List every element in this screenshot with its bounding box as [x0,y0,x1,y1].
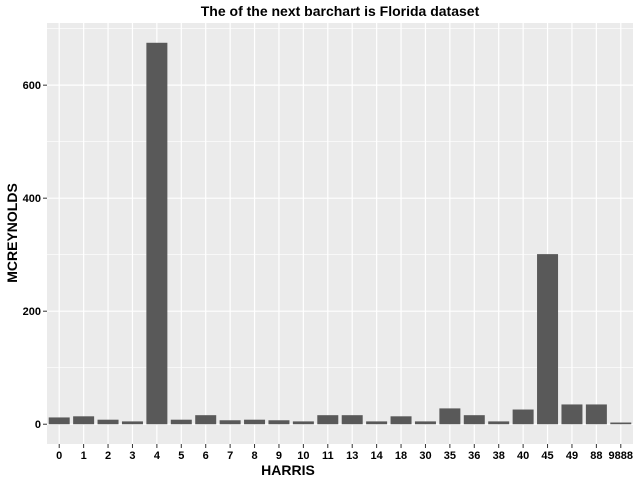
x-tick-label: 13 [346,450,358,462]
x-tick-label: 2 [105,450,111,462]
bar [97,419,119,425]
x-tick-label: 7 [227,450,233,462]
x-tick-label: 6 [203,450,209,462]
x-tick-label: 49 [566,450,578,462]
bar [48,417,70,425]
bar [366,421,388,425]
bar [268,420,290,425]
bars [48,42,632,425]
chart-title: The of the next barchart is Florida data… [201,3,480,19]
x-tick-label: 9 [276,450,282,462]
bar [244,419,266,425]
x-tick-label: 35 [444,450,456,462]
bar [414,421,436,425]
x-tick-label: 5 [178,450,184,462]
y-axis-title: MCREYNOLDS [4,183,20,283]
x-tick-label: 1 [81,450,87,462]
y-tick-label: 200 [23,306,41,318]
plot-panel [47,23,633,444]
x-tick-label: 4 [154,450,161,462]
x-tick-label: 18 [395,450,407,462]
bar [537,254,559,425]
bar [170,419,192,425]
bar [610,422,632,425]
x-tick-label: 38 [493,450,505,462]
bar [73,416,95,425]
x-axis-ticks: 0 1 2 3 4 5 6 7 8 9 10 11 13 14 18 30 35 36 38 40 45 49 88 9888 [56,444,633,462]
x-tick-label: 8 [251,450,257,462]
y-axis-ticks: 0 200 400 600 [23,80,47,431]
bar [488,421,510,425]
x-tick-label: 11 [322,450,334,462]
y-tick-label: 600 [23,80,41,92]
x-tick-label: 88 [590,450,602,462]
bar [390,416,412,425]
bar [317,415,339,425]
gridlines [47,23,633,444]
bar [219,420,241,425]
y-tick-label: 0 [35,419,41,431]
bar [439,408,461,425]
x-tick-label: 45 [541,450,553,462]
bar [341,415,363,425]
x-tick-label: 36 [468,450,480,462]
x-tick-label: 30 [419,450,431,462]
x-axis-title: HARRIS [261,462,315,478]
x-tick-label: 40 [517,450,529,462]
bar [585,404,607,425]
bar [195,415,217,425]
bar [292,421,314,425]
x-tick-label: 10 [297,450,309,462]
bar [463,415,485,425]
x-tick-label: 14 [371,450,384,462]
bar [512,409,534,425]
bar [561,404,583,425]
bar [146,42,168,425]
y-tick-label: 400 [23,193,41,205]
x-tick-label: 3 [129,450,135,462]
x-tick-label: 0 [56,450,62,462]
x-tick-label: 9888 [609,450,633,462]
bar [121,421,143,425]
